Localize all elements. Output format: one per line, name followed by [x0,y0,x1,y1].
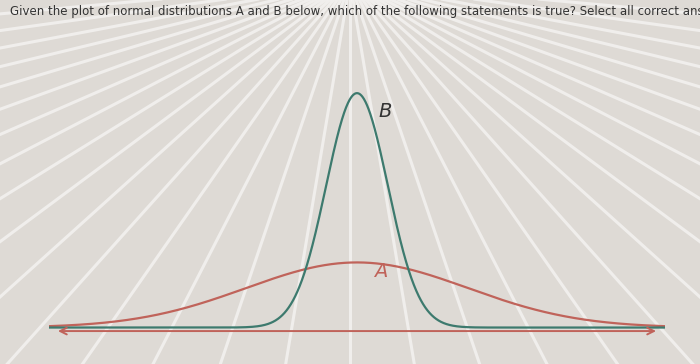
Text: A: A [374,262,388,281]
Text: Given the plot of normal distributions A and B below, which of the following sta: Given the plot of normal distributions A… [10,5,700,19]
Text: B: B [379,102,392,121]
